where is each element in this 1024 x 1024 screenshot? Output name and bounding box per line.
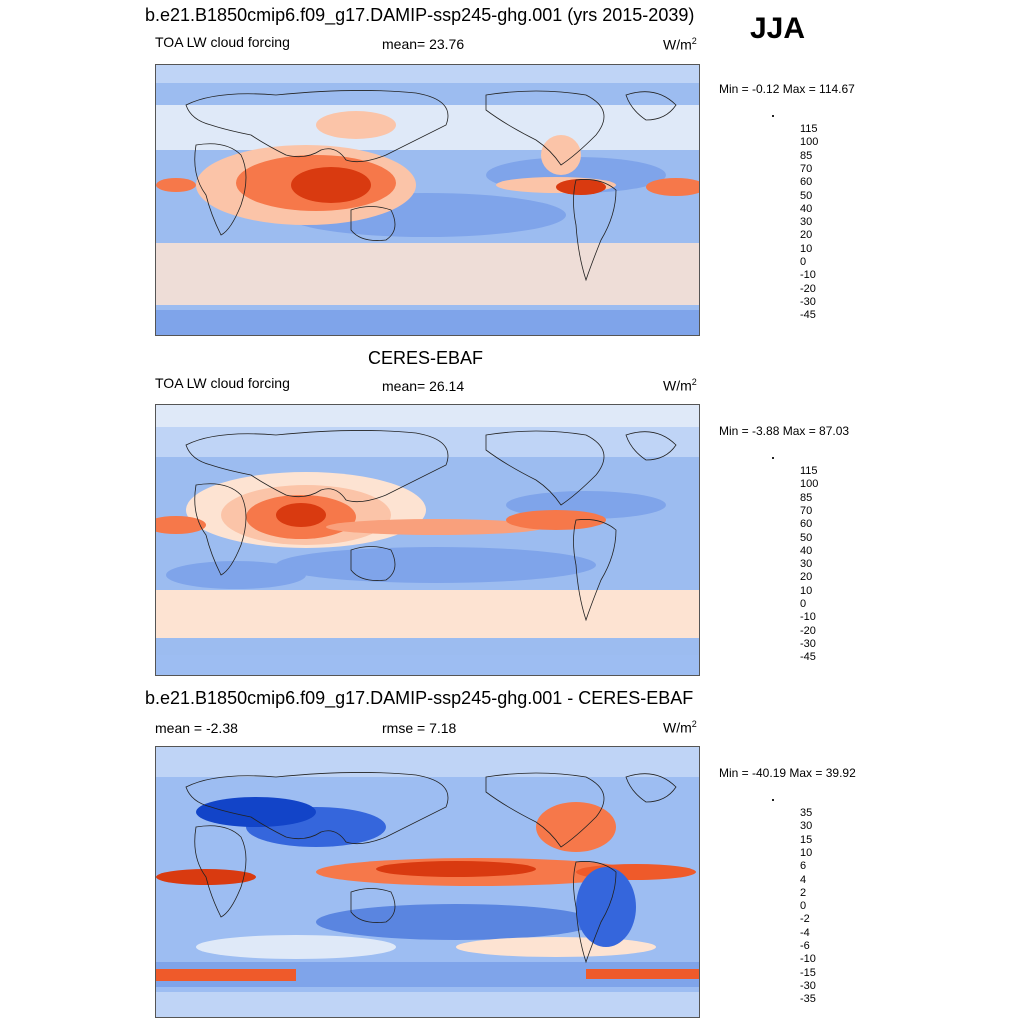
panel3-mean-label: mean = -2.38 — [155, 720, 238, 736]
colorbar-tick: -30 — [800, 979, 816, 992]
panel2-colorbar — [772, 457, 774, 459]
panel1-colorbar — [772, 115, 774, 117]
panel1-mean-label: mean= 23.76 — [382, 36, 465, 52]
colorbar-tick: 85 — [800, 491, 813, 504]
colorbar-tick: 20 — [800, 571, 813, 584]
colorbar-tick: -20 — [800, 282, 816, 295]
colorbar-tick: 0 — [800, 598, 807, 610]
colorbar-tick: -10 — [800, 269, 816, 282]
panel3-colorbar — [772, 799, 774, 801]
colorbar-tick: 10 — [800, 242, 813, 255]
colorbar-tick: 30 — [800, 216, 813, 229]
colorbar-tick: -2 — [800, 913, 810, 926]
colorbar-tick: -10 — [800, 611, 816, 624]
colorbar-tick: 115 — [800, 123, 818, 135]
colorbar-tick: -6 — [800, 940, 810, 952]
panel1-units: W/m2 — [663, 36, 697, 53]
colorbar-tick: -45 — [800, 651, 816, 664]
panel2-minmax: Min = -3.88 Max = 87.03 — [719, 424, 850, 438]
colorbar-tick: 115 — [800, 465, 818, 477]
panel3-minmax: Min = -40.19 Max = 39.92 — [719, 766, 856, 780]
colorbar-tick: -4 — [800, 926, 810, 939]
colorbar-tick: 70 — [800, 504, 813, 517]
panel3-title: b.e21.B1850cmip6.f09_g17.DAMIP-ssp245-gh… — [145, 688, 694, 708]
colorbar-tick: 50 — [800, 189, 813, 202]
colorbar-tick: 10 — [800, 846, 813, 859]
colorbar-tick: 0 — [800, 900, 807, 913]
colorbar-tick: 30 — [800, 820, 813, 833]
colorbar-tick: -15 — [800, 966, 816, 979]
colorbar-tick: 30 — [800, 558, 813, 571]
panel3-rmse-label: rmse = 7.18 — [382, 720, 457, 736]
colorbar-tick: 100 — [800, 478, 819, 491]
colorbar-tick: 35 — [800, 807, 813, 819]
colorbar-tick: 60 — [800, 518, 813, 531]
panel2-map — [155, 404, 700, 676]
colorbar-tick: 15 — [800, 833, 813, 846]
colorbar-tick: -10 — [800, 953, 816, 966]
colorbar-tick: 50 — [800, 531, 813, 544]
panel2-units: W/m2 — [663, 377, 697, 394]
colorbar-tick: 70 — [800, 162, 813, 175]
colorbar-tick: 40 — [800, 202, 813, 215]
panel2-title: CERES-EBAF — [368, 348, 484, 368]
panel1-minmax: Min = -0.12 Max = 114.67 — [719, 82, 855, 96]
colorbar-tick: -20 — [800, 624, 816, 637]
panel1-map — [155, 64, 700, 336]
panel2-mean-label: mean= 26.14 — [382, 378, 465, 394]
colorbar-tick: 85 — [800, 149, 813, 162]
colorbar-tick: 60 — [800, 176, 813, 189]
panel1-left-label: TOA LW cloud forcing — [155, 34, 290, 50]
panel2-left-label: TOA LW cloud forcing — [155, 375, 290, 391]
colorbar-tick: 6 — [800, 860, 807, 873]
colorbar-tick: 4 — [800, 873, 807, 886]
colorbar-tick: -35 — [800, 993, 816, 1006]
colorbar-tick: 10 — [800, 584, 813, 597]
colorbar-tick: 2 — [800, 886, 807, 899]
colorbar-tick: 20 — [800, 229, 813, 242]
colorbar-tick: 40 — [800, 544, 813, 557]
panel3-map — [155, 746, 700, 1018]
colorbar-tick: -30 — [800, 637, 816, 650]
panel1-title: b.e21.B1850cmip6.f09_g17.DAMIP-ssp245-gh… — [145, 5, 695, 25]
colorbar-tick: -45 — [800, 309, 816, 322]
colorbar-tick: -30 — [800, 295, 816, 308]
colorbar-tick: 100 — [800, 136, 819, 149]
season-label: JJA — [750, 12, 806, 45]
panel3-units: W/m2 — [663, 719, 697, 736]
colorbar-tick: 0 — [800, 256, 807, 268]
